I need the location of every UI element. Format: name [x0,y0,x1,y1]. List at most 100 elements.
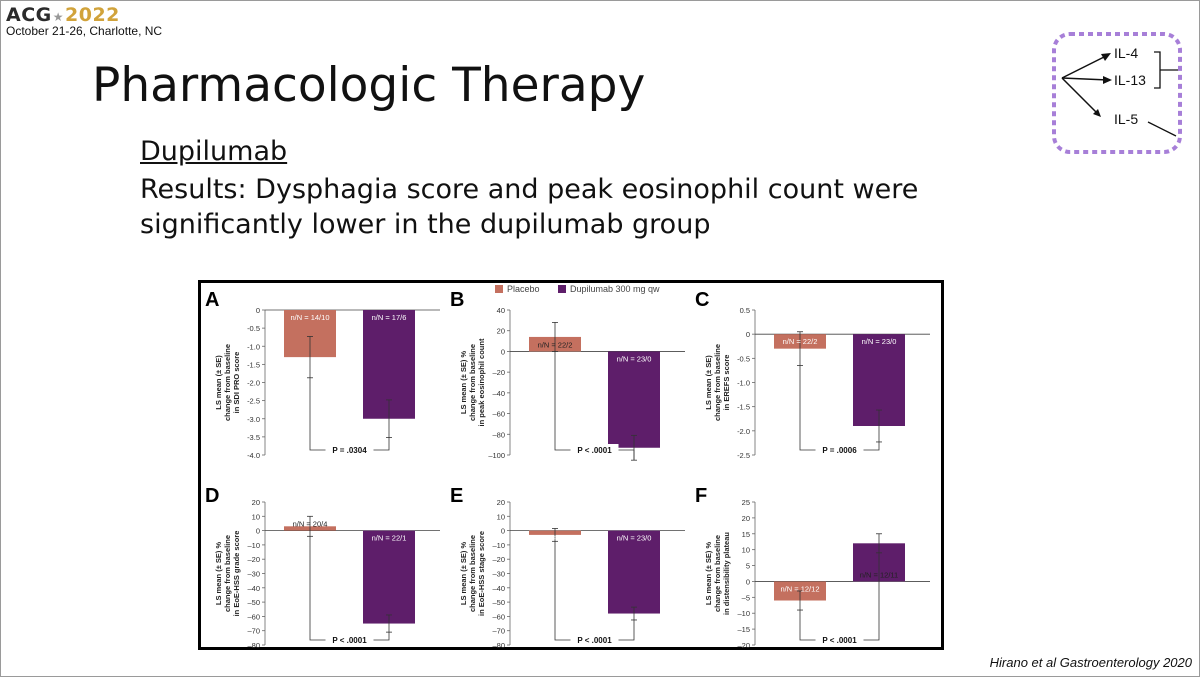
legend-placebo-swatch [495,285,503,293]
y-tick-label: 0 [746,330,750,339]
bar-label-placebo: n/N = 20/4 [538,534,573,543]
panel-letter: B [450,289,464,311]
y-tick-label: –10 [247,541,260,550]
y-tick-label: –50 [247,598,260,607]
legend: Placebo Dupilumab 300 mg qw [495,284,660,294]
y-tick-label: 10 [742,546,750,555]
bar-label-placebo: n/N = 12/12 [781,584,820,593]
logo-star-icon: ★ [52,10,65,24]
arrow-il5 [1061,77,1099,115]
panel-e: E LS mean (± SE) %change from baselinein … [450,485,685,650]
y-tick-label: –20 [492,368,505,377]
y-tick-label: 0 [256,306,260,315]
y-tick-label: –20 [492,555,505,564]
acg-logo: ACG★2022 [6,4,120,26]
y-tick-label: –30 [492,570,505,579]
bar-label-placebo: n/N = 22/2 [538,340,573,349]
drug-name: Dupilumab [140,136,288,167]
y-tick-label: 10 [252,512,260,521]
legend-dupilumab-swatch [558,285,566,293]
legend-dupilumab-label: Dupilumab 300 mg qw [570,284,660,294]
y-tick-label: –20 [247,555,260,564]
y-axis-label: LS mean (± SE)change from baselinein SDI… [214,344,241,421]
y-tick-label: –15 [737,625,750,634]
bar-label-dupilumab: n/N = 22/1 [372,534,407,543]
y-axis-label: LS mean (± SE)change from baselinein ERE… [704,344,731,421]
y-tick-label: -2.0 [247,379,260,388]
y-tick-label: –30 [247,570,260,579]
bar-dupilumab [363,530,415,624]
arrowhead-il13 [1103,76,1112,84]
panel-letter: A [205,289,219,311]
panel-letter: F [695,485,707,507]
y-tick-label: -4.0 [247,451,260,460]
conference-date: October 21-26, Charlotte, NC [6,24,163,38]
bar-label-placebo: n/N = 14/10 [291,313,330,322]
bar-label-placebo: n/N = 22/2 [783,337,818,346]
y-tick-label: -1.5 [737,403,750,412]
panel-letter: D [205,485,219,507]
results-figure: Placebo Dupilumab 300 mg qw A LS mean (± … [198,280,944,650]
y-tick-label: –5 [742,593,750,602]
p-value: P < .0001 [822,636,857,645]
y-tick-label: –40 [492,584,505,593]
y-tick-label: 20 [742,514,750,523]
panel-d: D LS mean (± SE) %change from baselinein … [205,485,440,650]
slide-title: Pharmacologic Therapy [92,58,646,113]
logo-text: ACG [6,4,52,26]
y-tick-label: -2.0 [737,427,750,436]
bar-label-dupilumab: n/N = 23/0 [862,337,897,346]
y-tick-label: –20 [737,641,750,650]
y-tick-label: –80 [247,641,260,650]
p-value: P < .0001 [577,446,612,455]
y-tick-label: 0 [256,527,260,536]
y-tick-label: –60 [492,410,505,419]
y-tick-label: 20 [252,498,260,507]
y-tick-label: –60 [247,612,260,621]
y-tick-label: 15 [742,530,750,539]
bar-label-placebo: n/N = 20/4 [293,520,328,529]
p-value-bg [815,444,864,455]
y-tick-label: 40 [497,306,505,315]
y-tick-label: –10 [737,609,750,618]
y-tick-label: –100 [488,451,505,460]
p-value: P = .0304 [332,446,367,455]
panel-letter: E [450,485,463,507]
y-axis-label: LS mean (± SE) %change from baselinein p… [459,338,486,426]
y-tick-label: –80 [492,641,505,650]
y-tick-label: –70 [247,627,260,636]
bar-dupilumab [608,351,660,448]
pathway-label-il5: IL-5 [1114,111,1138,127]
y-axis-label: LS mean (± SE) %change from baselinein E… [459,531,486,616]
y-tick-label: -1.0 [737,379,750,388]
y-tick-label: -0.5 [247,324,260,333]
y-axis-label: LS mean (± SE) %change from baselinein d… [704,532,731,615]
pathway-il5-line [1147,121,1177,137]
p-value-bg [325,634,374,645]
y-tick-label: -0.5 [737,354,750,363]
citation: Hirano et al Gastroenterology 2020 [989,655,1192,670]
p-value-bg [325,444,374,455]
pathway-label-il13: IL-13 [1114,72,1146,88]
logo-year: 2022 [65,4,120,26]
panel-b: B LS mean (± SE) %change from baselinein … [450,289,685,461]
arrowhead-il5 [1093,109,1101,117]
cytokine-pathway-diagram: IL-4 IL-13 IL-5 [1052,32,1182,154]
y-tick-label: 5 [746,562,750,571]
pathway-label-il4: IL-4 [1114,45,1138,61]
p-value-bg [570,444,619,455]
y-tick-label: -2.5 [247,397,260,406]
y-axis-label: LS mean (± SE) %change from baselinein E… [214,531,241,617]
y-tick-label: 20 [497,327,505,336]
y-tick-label: -1.5 [247,360,260,369]
legend-placebo-label: Placebo [507,284,540,294]
y-tick-label: –60 [492,612,505,621]
panel-f: F LS mean (± SE) %change from baselinein … [695,485,930,650]
p-value: P < .0001 [332,636,367,645]
y-tick-label: 25 [742,498,750,507]
panel-letter: C [695,289,709,311]
pathway-bracket [1154,51,1178,89]
y-tick-label: 0 [746,577,750,586]
y-tick-label: 20 [497,498,505,507]
p-value: P < .0001 [577,636,612,645]
